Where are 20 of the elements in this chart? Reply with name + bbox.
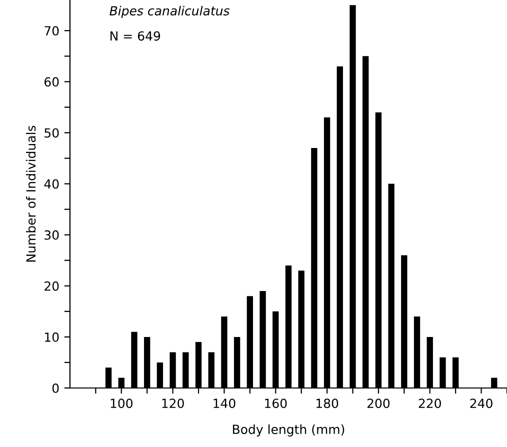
y-axis-title: Number of Individuals	[26, 126, 36, 262]
x-axis-title: Body length (mm)	[232, 424, 344, 436]
x-tick-label: 160	[265, 398, 287, 408]
x-tick-label: 200	[367, 398, 390, 408]
y-tick-label: 60	[44, 77, 59, 87]
y-tick-label: 50	[44, 128, 59, 138]
y-tick-label: 10	[45, 332, 59, 342]
y-tick-label: 70	[44, 26, 59, 36]
annotation: Bipes canaliculatus	[110, 6, 230, 18]
x-tick-label: 220	[418, 398, 441, 408]
annotation: N = 649	[110, 31, 160, 41]
x-tick-label: 120	[162, 398, 184, 408]
x-tick-label: 240	[470, 398, 492, 408]
x-tick-label: 100	[110, 398, 132, 408]
y-tick-label: 30	[44, 230, 59, 240]
x-tick-label: 140	[214, 398, 236, 408]
y-tick-label: 40	[44, 179, 59, 189]
y-tick-label: 0	[52, 383, 59, 393]
x-tick-label: 180	[316, 398, 338, 408]
y-tick-label: 20	[44, 281, 59, 291]
